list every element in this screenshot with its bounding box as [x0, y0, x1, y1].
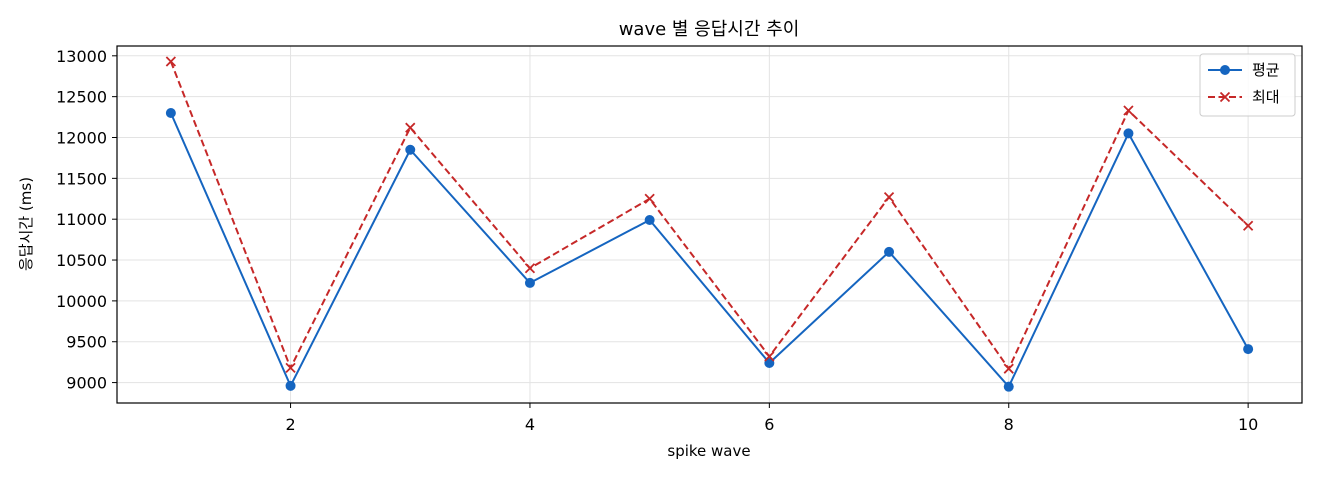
y-tick-label: 11500: [56, 169, 107, 188]
data-point: [405, 144, 416, 155]
x-tick-label: 4: [525, 415, 535, 434]
data-point: [1003, 381, 1014, 392]
data-point: [883, 191, 895, 203]
plot-frame: [116, 45, 1303, 404]
y-axis-title: 응답시간 (ms): [17, 177, 35, 271]
y-tick-label: 11000: [56, 210, 107, 229]
series-2: [165, 56, 1254, 374]
series-layer: [165, 56, 1254, 392]
data-point: [1123, 105, 1134, 116]
data-point: [1003, 363, 1014, 374]
data-point: [764, 357, 775, 368]
data-point: [764, 351, 775, 362]
y-tick-label: 13000: [56, 47, 107, 66]
data-point: [524, 277, 535, 288]
data-point: [165, 107, 176, 118]
legend-label: 최대: [1252, 88, 1280, 106]
data-point: [644, 215, 655, 226]
x-axis-title: spike wave: [667, 442, 750, 460]
data-point: [285, 362, 296, 374]
data-point: [1243, 344, 1254, 355]
data-point: [405, 122, 416, 133]
legend-box: [1199, 53, 1296, 117]
data-point: [1123, 128, 1134, 139]
y-tick-label: 9500: [66, 333, 107, 352]
data-point: [524, 263, 536, 274]
data-point: [1243, 220, 1254, 231]
y-tick-label: 12000: [56, 128, 107, 147]
x-tick-label: 2: [285, 415, 295, 434]
grid: [117, 46, 1302, 403]
series-line: [169, 112, 1250, 388]
data-point: [644, 193, 655, 204]
data-point: [165, 56, 177, 67]
data-point: [884, 246, 895, 257]
legend-marker: [1220, 65, 1230, 75]
chart-title: wave 별 응답시간 추이: [619, 19, 800, 40]
x-tick-label: 6: [764, 415, 774, 434]
y-tick-label: 10500: [56, 251, 107, 270]
x-tick-label: 8: [1004, 415, 1014, 434]
y-tick-label: 10000: [56, 292, 107, 311]
x-tick-label: 10: [1238, 415, 1258, 434]
axis-ticks: 2 4 6 8 10 9000 9500 10000 10500 11000 11500 12000 1…: [56, 47, 1258, 434]
y-tick-label: 9000: [66, 374, 107, 393]
legend-marker: [1219, 91, 1231, 103]
data-point: [285, 380, 296, 391]
y-tick-label: 12500: [56, 88, 107, 107]
legend-label: 평균: [1252, 61, 1280, 79]
series-1: [165, 107, 1254, 392]
series-line: [169, 61, 1249, 370]
